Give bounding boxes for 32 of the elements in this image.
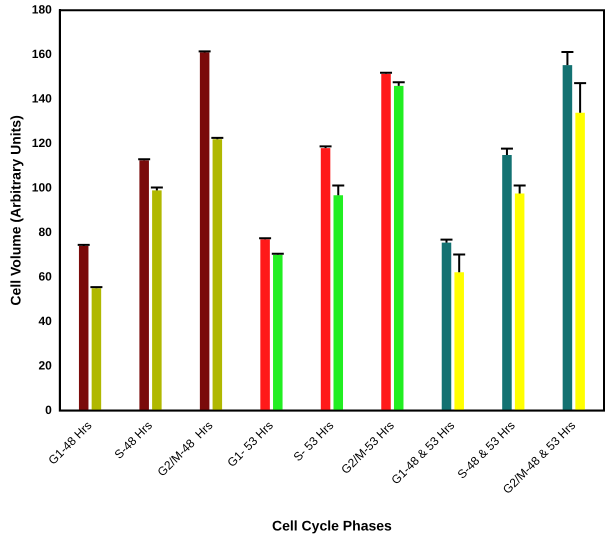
- bar: [575, 112, 585, 411]
- bar: [334, 195, 344, 411]
- y-tick-label: 60: [38, 269, 52, 284]
- bar: [381, 74, 391, 411]
- y-tick-label: 20: [38, 358, 52, 372]
- y-tick-label: 160: [32, 47, 52, 62]
- bar: [394, 86, 404, 411]
- x-tick-label: G1- 53 Hrs: [224, 418, 276, 470]
- bar: [454, 272, 464, 411]
- bar: [562, 65, 572, 411]
- y-axis-title: Cell Volume (Arbitrary Units): [7, 115, 24, 306]
- x-axis-title: Cell Cycle Phases: [272, 517, 392, 534]
- y-tick-label: 120: [32, 136, 52, 150]
- bar: [212, 139, 222, 411]
- y-tick-label: 140: [32, 92, 52, 106]
- bar: [514, 194, 524, 411]
- bar: [260, 239, 270, 411]
- bar: [92, 288, 102, 411]
- bar: [320, 148, 330, 411]
- y-tick-label: 0: [45, 402, 52, 417]
- bar: [152, 190, 162, 411]
- bar: [78, 246, 88, 411]
- y-tick-label: 180: [32, 2, 52, 17]
- bar: [139, 160, 149, 411]
- y-tick-label: 100: [32, 180, 52, 194]
- x-tick-label: S- 53 Hrs: [290, 418, 336, 464]
- bar: [273, 254, 283, 411]
- y-tick-label: 40: [38, 314, 52, 328]
- bar: [502, 155, 512, 411]
- y-tick-label: 80: [38, 224, 52, 239]
- bar: [200, 52, 210, 411]
- bar: [442, 242, 452, 411]
